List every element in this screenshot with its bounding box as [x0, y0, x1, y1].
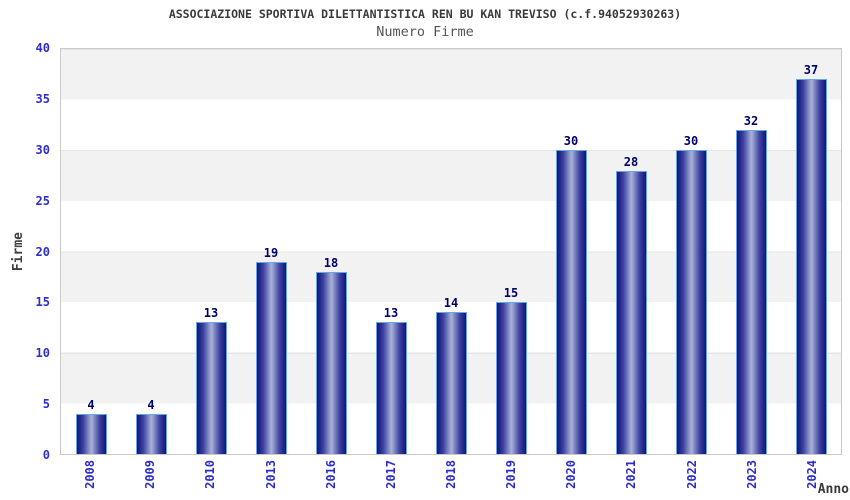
bar-value-label: 4 — [87, 397, 95, 412]
bars-layer: 4 4 13 19 18 13 14 15 30 28 30 32 37 — [61, 49, 841, 454]
y-tick-label-40: 40 — [35, 41, 50, 55]
bar-slot-2008: 4 — [61, 49, 121, 454]
bar-2016 — [315, 271, 347, 454]
bar-value-label: 32 — [743, 114, 759, 128]
y-tick-label-15: 15 — [35, 295, 50, 310]
y-tick-label-25: 25 — [35, 193, 50, 208]
x-tick-label-2021: 2021 — [624, 460, 639, 489]
bar-value-label: 18 — [323, 255, 339, 270]
bar-slot-2013: 19 — [241, 49, 301, 454]
chart-title: ASSOCIAZIONE SPORTIVA DILETTANTISTICA RE… — [168, 7, 682, 21]
x-tick-label-2008: 2008 — [83, 460, 98, 489]
bar-slot-2019: 15 — [481, 49, 541, 454]
bar-value-label: 13 — [203, 306, 219, 321]
bar-2010 — [195, 322, 227, 454]
bar-slot-2023: 32 — [721, 49, 781, 454]
bar-slot-2016: 18 — [301, 49, 361, 454]
x-slot-2008: 2008 — [60, 460, 120, 500]
x-slot-2013: 2013 — [240, 460, 300, 500]
bar-value-label: 14 — [443, 296, 459, 311]
bar-slot-2018: 14 — [421, 49, 481, 454]
x-tick-label-2019: 2019 — [504, 460, 519, 489]
bar-slot-2021: 28 — [601, 49, 661, 454]
x-slot-2023: 2023 — [722, 460, 782, 500]
bar-slot-2017: 13 — [361, 49, 421, 454]
bar-2022 — [675, 150, 707, 454]
x-slot-2021: 2021 — [601, 460, 661, 500]
bar-value-label: 30 — [563, 134, 579, 149]
x-slot-2018: 2018 — [421, 460, 481, 500]
bar-2018 — [435, 312, 467, 454]
y-tick-label-5: 5 — [42, 397, 50, 412]
x-slot-2009: 2009 — [120, 460, 180, 500]
x-tick-label-2009: 2009 — [143, 460, 158, 489]
bar-value-label: 19 — [263, 245, 279, 260]
bar-slot-2024: 37 — [781, 49, 841, 454]
y-tick-label-10: 10 — [35, 346, 50, 361]
bar-2019 — [495, 302, 527, 454]
x-tick-label-2020: 2020 — [564, 460, 579, 489]
x-slot-2017: 2017 — [361, 460, 421, 500]
bar-2020 — [555, 150, 587, 454]
x-tick-label-2010: 2010 — [203, 460, 218, 489]
x-slot-2020: 2020 — [541, 460, 601, 500]
plot-area: 4 4 13 19 18 13 14 15 30 28 30 32 37 — [60, 48, 842, 455]
bar-value-label: 28 — [623, 154, 639, 169]
y-tick-label-20: 20 — [35, 244, 50, 259]
bar-2013 — [255, 261, 287, 454]
x-tick-label-2023: 2023 — [744, 460, 759, 489]
y-axis: 0 5 10 15 20 25 30 35 40 — [0, 41, 55, 462]
x-slot-2022: 2022 — [662, 460, 722, 500]
bar-value-label: 37 — [803, 63, 819, 78]
bar-value-label: 15 — [503, 286, 519, 301]
x-tick-label-2016: 2016 — [323, 460, 338, 489]
x-tick-label-2017: 2017 — [383, 460, 398, 489]
bar-2021 — [615, 170, 647, 454]
x-slot-2010: 2010 — [180, 460, 240, 500]
bar-value-label: 13 — [383, 306, 399, 321]
bar-slot-2020: 30 — [541, 49, 601, 454]
x-axis: 2008 2009 2010 2013 2016 2017 2018 2019 2020 2021… — [60, 460, 842, 500]
bar-slot-2022: 30 — [661, 49, 721, 454]
x-slot-2019: 2019 — [481, 460, 541, 500]
bar-2017 — [375, 322, 407, 454]
bar-slot-2010: 13 — [181, 49, 241, 454]
y-tick-label-0: 0 — [42, 448, 50, 462]
y-tick-label-35: 35 — [35, 91, 50, 106]
chart-subtitle: Numero Firme — [376, 24, 474, 40]
x-tick-label-2022: 2022 — [684, 460, 699, 489]
x-tick-label-2018: 2018 — [444, 460, 459, 489]
x-axis-title: Anno — [817, 482, 849, 497]
x-tick-label-2013: 2013 — [263, 460, 278, 489]
bar-2024 — [795, 79, 827, 454]
bar-2009 — [135, 413, 167, 454]
bar-value-label: 4 — [147, 397, 155, 412]
bar-slot-2009: 4 — [121, 49, 181, 454]
y-tick-label-30: 30 — [35, 142, 50, 157]
bar-value-label: 30 — [683, 134, 699, 149]
x-slot-2016: 2016 — [301, 460, 361, 500]
bar-2023 — [735, 130, 767, 454]
bar-2008 — [75, 413, 107, 454]
